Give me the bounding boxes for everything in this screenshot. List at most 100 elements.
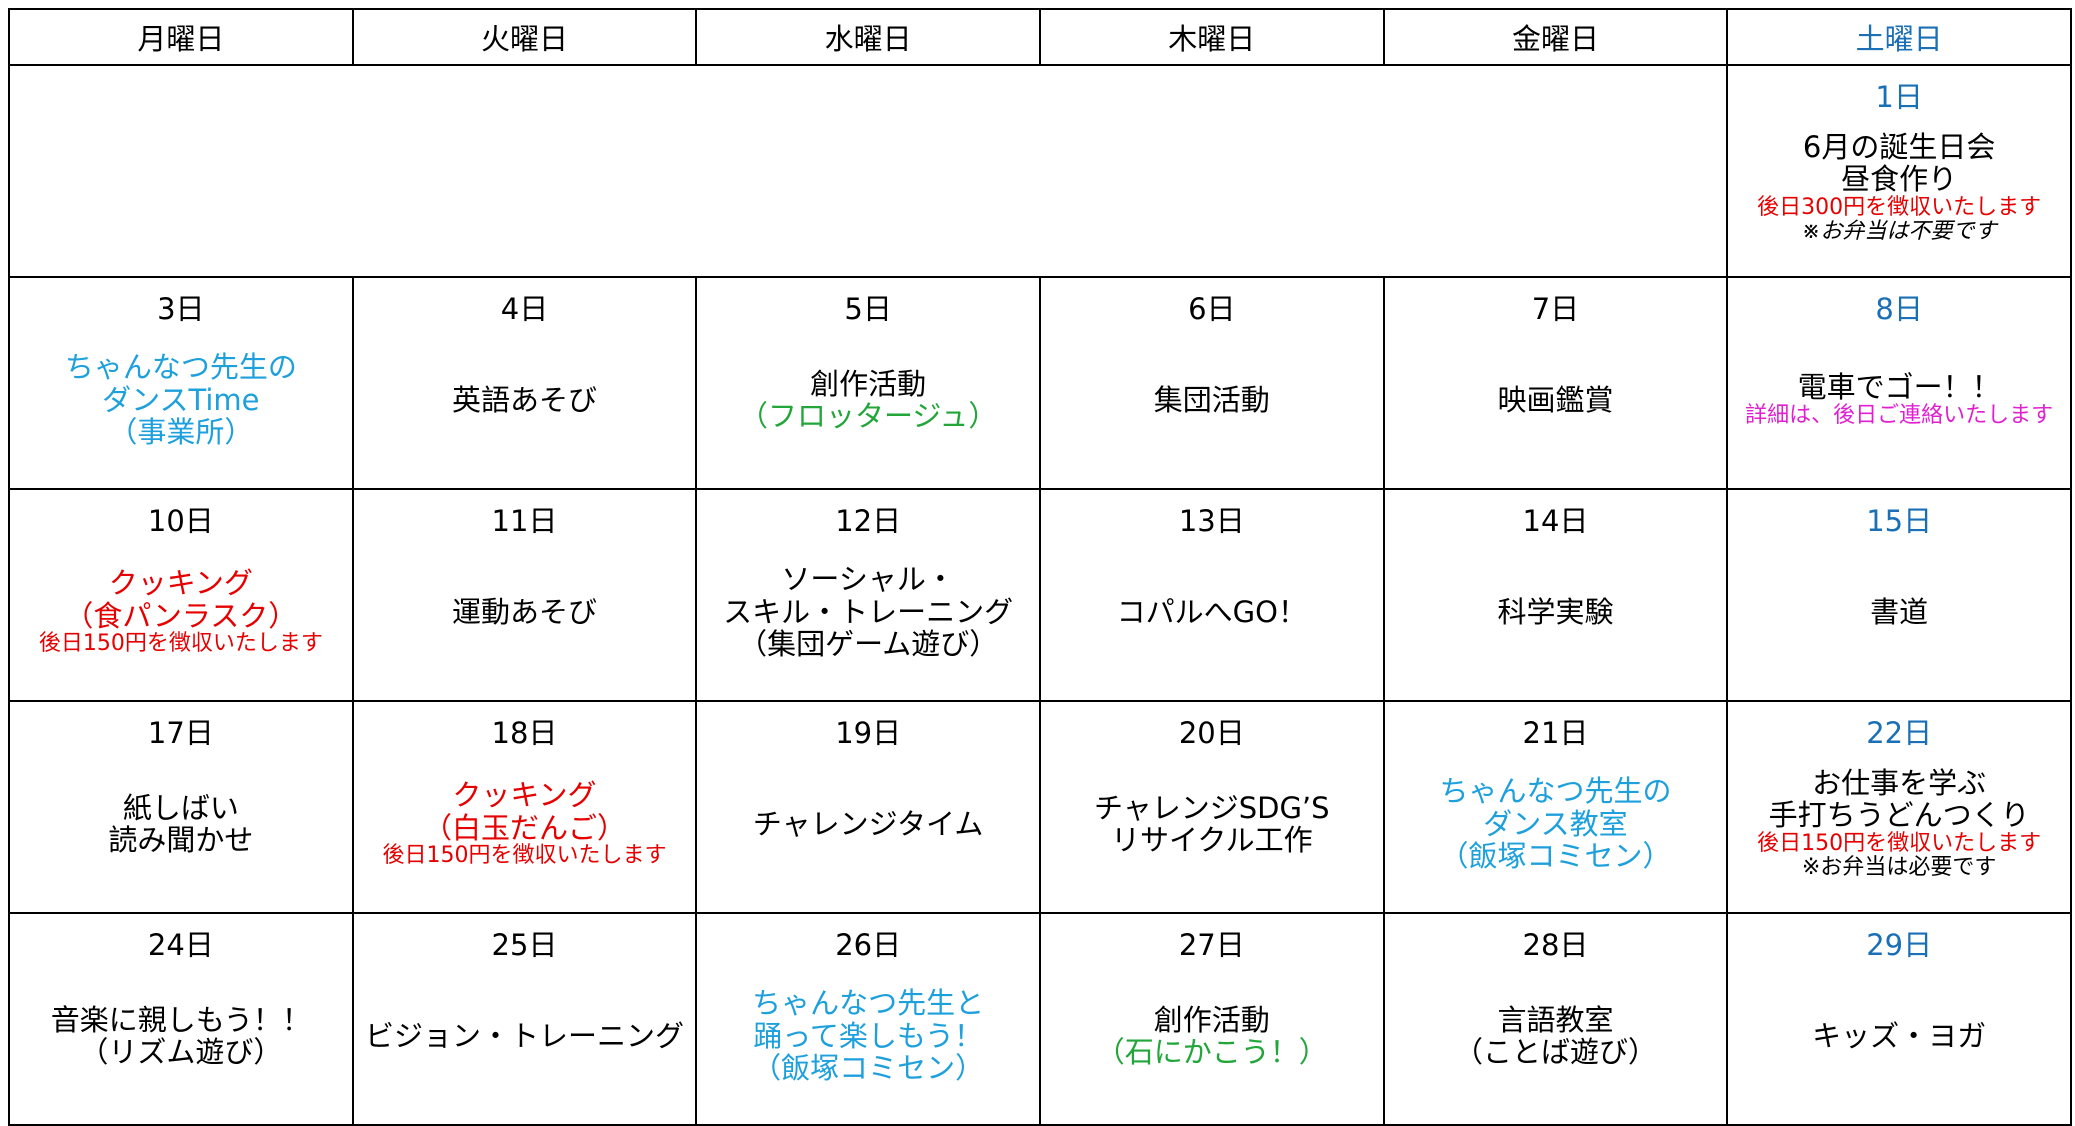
activity: ちゃんなつ先生と 踊って楽しもう！ （飯塚コミセン） (752, 964, 984, 1124)
activity-line: 後日150円を徴収いたします (38, 631, 323, 657)
day-cell: 13日 コパルへGO！ (1038, 488, 1385, 702)
date: 3日 (157, 292, 205, 326)
day-cell: 7日 映画鑑賞 (1382, 276, 1729, 490)
activity: ちゃんなつ先生の ダンス教室 （飯塚コミセン） (1439, 752, 1671, 912)
date: 27日 (1178, 928, 1245, 962)
activity-line: お仕事を学ぶ (1812, 765, 1987, 800)
cell-content: 13日 コパルへGO！ (1041, 490, 1383, 700)
date: 22日 (1866, 716, 1933, 750)
activity-line: 言語教室 (1497, 1002, 1614, 1037)
activity-line: 科学実験 (1497, 594, 1614, 629)
day-cell: 8日 電車でゴー！！ 詳細は、後日ご連絡いたします (1726, 276, 2072, 490)
activity: 言語教室 （ことば遊び） (1454, 964, 1657, 1124)
activity-line: ちゃんなつ先生の (1439, 774, 1672, 809)
activity-line: 音楽に親しもう！！ (50, 1002, 311, 1037)
activity-line: コパルへGO！ (1116, 594, 1307, 629)
activity-line: 映画鑑賞 (1497, 382, 1614, 417)
header-row: 月曜日 火曜日 水曜日 木曜日 金曜日 土曜日 (8, 8, 2072, 66)
activity-line: （リズム遊び） (79, 1035, 283, 1069)
activity: チャレンジSDG’S リサイクル工作 (1094, 752, 1330, 912)
activity-line: （石にかこう！） (1095, 1035, 1328, 1069)
activity-line: クッキング (452, 778, 597, 813)
cell-content: 25日 ビジョン・トレーニング (354, 914, 696, 1124)
cell-content: 3日 ちゃんなつ先生の ダンスTime （事業所） (10, 278, 352, 488)
activity-line: スキル・トレーニング (723, 594, 1014, 629)
day-cell: 24日 音楽に親しもう！！ （リズム遊び） (8, 912, 354, 1126)
activity-line: ちゃんなつ先生と (752, 986, 985, 1021)
date: 18日 (491, 716, 558, 750)
activity-line: 後日300円を徴収いたします (1757, 194, 2042, 220)
date: 17日 (147, 716, 214, 750)
cell-content: 22日お仕事を学ぶ 手打ちうどんつくり 後日150円を徴収いたします ※お弁当は必要で… (1728, 702, 2070, 912)
date: 28日 (1522, 928, 1589, 962)
cell-content: 27日創作活動 （石にかこう！） (1041, 914, 1383, 1124)
cell-content: 26日 ちゃんなつ先生と 踊って楽しもう！ （飯塚コミセン） (697, 914, 1039, 1124)
activity-line: ※お弁当は不要です (1801, 219, 1997, 245)
activity-line: 読み聞かせ (108, 823, 254, 857)
cell-content: 15日書道 (1728, 490, 2070, 700)
activity: 6月の誕生日会 昼食作り 後日300円を徴収いたします ※お弁当は不要です (1757, 116, 2041, 276)
day-cell: 6日 集団活動 (1038, 276, 1385, 490)
cell-content: 29日 キッズ・ヨガ (1728, 914, 2070, 1124)
activity-line: 詳細は、後日ご連絡いたします (1745, 402, 2054, 428)
cell-content: 24日 音楽に親しもう！！ （リズム遊び） (10, 914, 352, 1124)
activity-line: 創作活動 (810, 366, 927, 401)
week-row: 10日 クッキング （食パンラスク） 後日150円を徴収いたします 11日 運動あそび 12… (8, 488, 2072, 702)
day-cell: 25日 ビジョン・トレーニング (351, 912, 698, 1126)
activity: 映画鑑賞 (1497, 328, 1613, 488)
activity-line: 英語あそび (451, 382, 597, 417)
activity: ソーシャル・ スキル・トレーニング （集団ゲーム遊び） (723, 540, 1013, 700)
activity-line: ※お弁当は必要です (1801, 855, 1997, 881)
activity: 英語あそび (452, 328, 597, 488)
activity: ちゃんなつ先生の ダンスTime （事業所） (65, 328, 297, 488)
activity-line: キッズ・ヨガ (1812, 1018, 1987, 1053)
day-cell: 26日 ちゃんなつ先生と 踊って楽しもう！ （飯塚コミセン） (695, 912, 1041, 1126)
cell-content: 17日 紙しばい 読み聞かせ (10, 702, 352, 912)
day-cell: 5日 創作活動 （フロッタージュ） (695, 276, 1041, 490)
day-cell: 12日 ソーシャル・ スキル・トレーニング （集団ゲーム遊び） (695, 488, 1041, 702)
week-row: 17日 紙しばい 読み聞かせ 18日 クッキング （白玉だんご） 後日150円を徴収いたしま… (8, 700, 2072, 914)
date: 24日 (147, 928, 214, 962)
activity: クッキング （食パンラスク） 後日150円を徴収いたします (39, 540, 323, 700)
day-cell: 15日書道 (1726, 488, 2072, 702)
activity-line: 後日150円を徴収いたします (382, 843, 667, 869)
date: 20日 (1178, 716, 1245, 750)
day-cell: 22日お仕事を学ぶ 手打ちうどんつくり 後日150円を徴収いたします ※お弁当は必要で… (1726, 700, 2072, 914)
activity-line: 後日150円を徴収いたします (1757, 830, 2042, 856)
activity-line: ソーシャル・ (781, 562, 955, 597)
activity-line: 手打ちうどんつくり (1768, 798, 2030, 833)
cell-content: 12日 ソーシャル・ スキル・トレーニング （集団ゲーム遊び） (697, 490, 1039, 700)
day-cell: 18日 クッキング （白玉だんご） 後日150円を徴収いたします (351, 700, 698, 914)
cell-content: 20日 チャレンジSDG’S リサイクル工作 (1041, 702, 1383, 912)
weekday-header: 水曜日 (695, 8, 1041, 66)
date: 15日 (1866, 504, 1933, 538)
activity-line: 創作活動 (1153, 1002, 1270, 1037)
day-cell: 11日 運動あそび (351, 488, 698, 702)
cell-content: 6日 集団活動 (1041, 278, 1383, 488)
date: 25日 (491, 928, 558, 962)
activity: コパルへGO！ (1117, 540, 1307, 700)
cell-content: 19日 チャレンジタイム (697, 702, 1039, 912)
activity: 紙しばい 読み聞かせ (108, 752, 253, 912)
date: 1日 (1875, 80, 1923, 114)
activity: 音楽に親しもう！！ （リズム遊び） (51, 964, 311, 1124)
date: 11日 (491, 504, 558, 538)
week-row: 1日 6月の誕生日会 昼食作り 後日300円を徴収いたします ※お弁当は不要です (7, 64, 2072, 278)
activity-line: 電車でゴー！！ (1797, 370, 2001, 405)
cell-content: 5日 創作活動 （フロッタージュ） (697, 278, 1039, 488)
activity: 書道 (1870, 540, 1928, 700)
activity-line: 集団活動 (1153, 382, 1270, 417)
activity: 科学実験 (1497, 540, 1613, 700)
day-cell: 29日 キッズ・ヨガ (1726, 912, 2072, 1126)
activity-line: 書道 (1870, 594, 1929, 629)
calendar-body: 1日 6月の誕生日会 昼食作り 後日300円を徴収いたします ※お弁当は不要です 3日 ちゃ… (7, 64, 2072, 1126)
day-cell: 10日 クッキング （食パンラスク） 後日150円を徴収いたします (8, 488, 354, 702)
cell-content: 21日 ちゃんなつ先生の ダンス教室 （飯塚コミセン） (1385, 702, 1727, 912)
day-cell: 1日 6月の誕生日会 昼食作り 後日300円を徴収いたします ※お弁当は不要です (1726, 64, 2072, 278)
week-row: 24日 音楽に親しもう！！ （リズム遊び） 25日 ビジョン・トレーニング 26日 ちゃんな… (8, 912, 2072, 1126)
activity-line: 6月の誕生日会 (1802, 129, 1996, 164)
activity-line: （食パンラスク） (64, 598, 298, 633)
activity-line: 紙しばい (122, 790, 239, 825)
activity-line: （事業所） (108, 415, 254, 450)
